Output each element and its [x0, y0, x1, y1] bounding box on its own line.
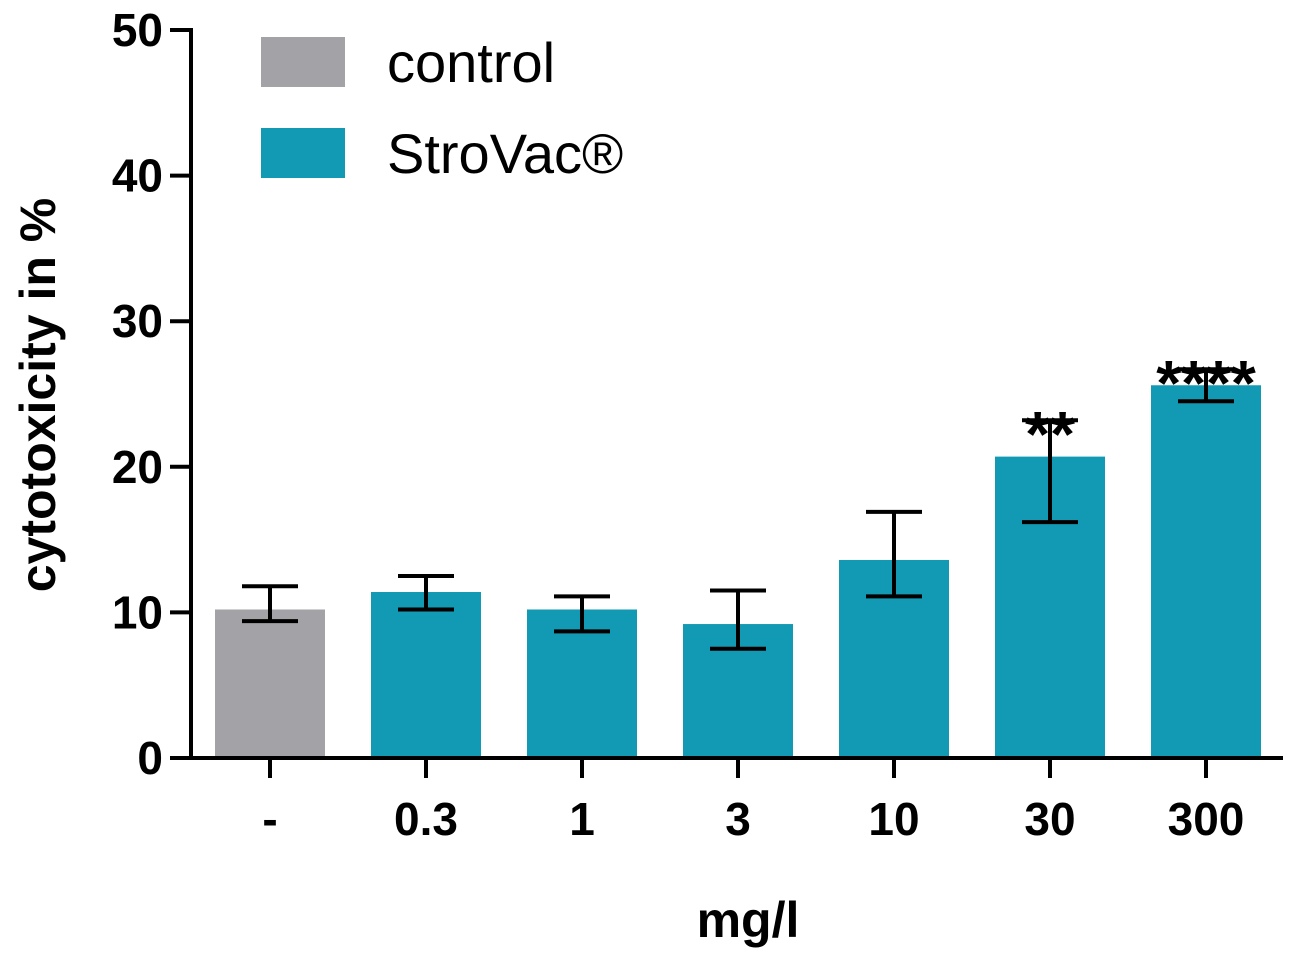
error-bar-0 — [242, 584, 298, 624]
error-bar-4 — [866, 509, 922, 599]
bar-0 — [215, 609, 325, 758]
bar-2 — [527, 609, 637, 758]
error-bar-5 — [1022, 418, 1078, 525]
legend-label-1: StroVac® — [387, 122, 623, 185]
x-tick-label-0: - — [262, 793, 277, 845]
error-bar-3 — [710, 588, 766, 651]
bars — [215, 385, 1261, 758]
y-tick-label-1: 10 — [112, 586, 163, 638]
legend-label-0: control — [387, 31, 555, 94]
legend-swatch-1 — [261, 128, 345, 178]
y-tick-label-2: 20 — [112, 441, 163, 493]
x-tick-label-4: 10 — [868, 793, 919, 845]
x-ticks: - 0.3 1 3 10 30 300 — [262, 758, 1244, 845]
error-bar-6 — [1178, 367, 1234, 404]
significance-label-5: ** — [1025, 398, 1075, 470]
error-bar-2 — [554, 594, 610, 634]
x-tick-label-5: 30 — [1024, 793, 1075, 845]
x-tick-label-2: 1 — [569, 793, 595, 845]
legend-swatch-0 — [261, 37, 345, 87]
x-tick-label-1: 0.3 — [394, 793, 458, 845]
y-ticks: 0 10 20 30 40 50 — [112, 4, 191, 784]
x-tick-label-6: 300 — [1168, 793, 1245, 845]
y-tick-label-5: 50 — [112, 4, 163, 56]
error-bar-1 — [398, 574, 454, 612]
x-axis-title: mg/l — [697, 892, 800, 948]
legend: control StroVac® — [261, 31, 623, 185]
significance-label-6: **** — [1156, 347, 1256, 419]
y-axis-title: cytotoxicity in % — [10, 198, 66, 593]
y-tick-label-4: 40 — [112, 150, 163, 202]
bar-6 — [1151, 385, 1261, 758]
error-bars — [242, 367, 1234, 651]
bar-1 — [371, 592, 481, 758]
x-tick-label-3: 3 — [725, 793, 751, 845]
y-tick-label-0: 0 — [137, 732, 163, 784]
significance-markers: ****** — [1025, 347, 1256, 470]
y-tick-label-3: 30 — [112, 295, 163, 347]
axes — [170, 28, 1283, 760]
